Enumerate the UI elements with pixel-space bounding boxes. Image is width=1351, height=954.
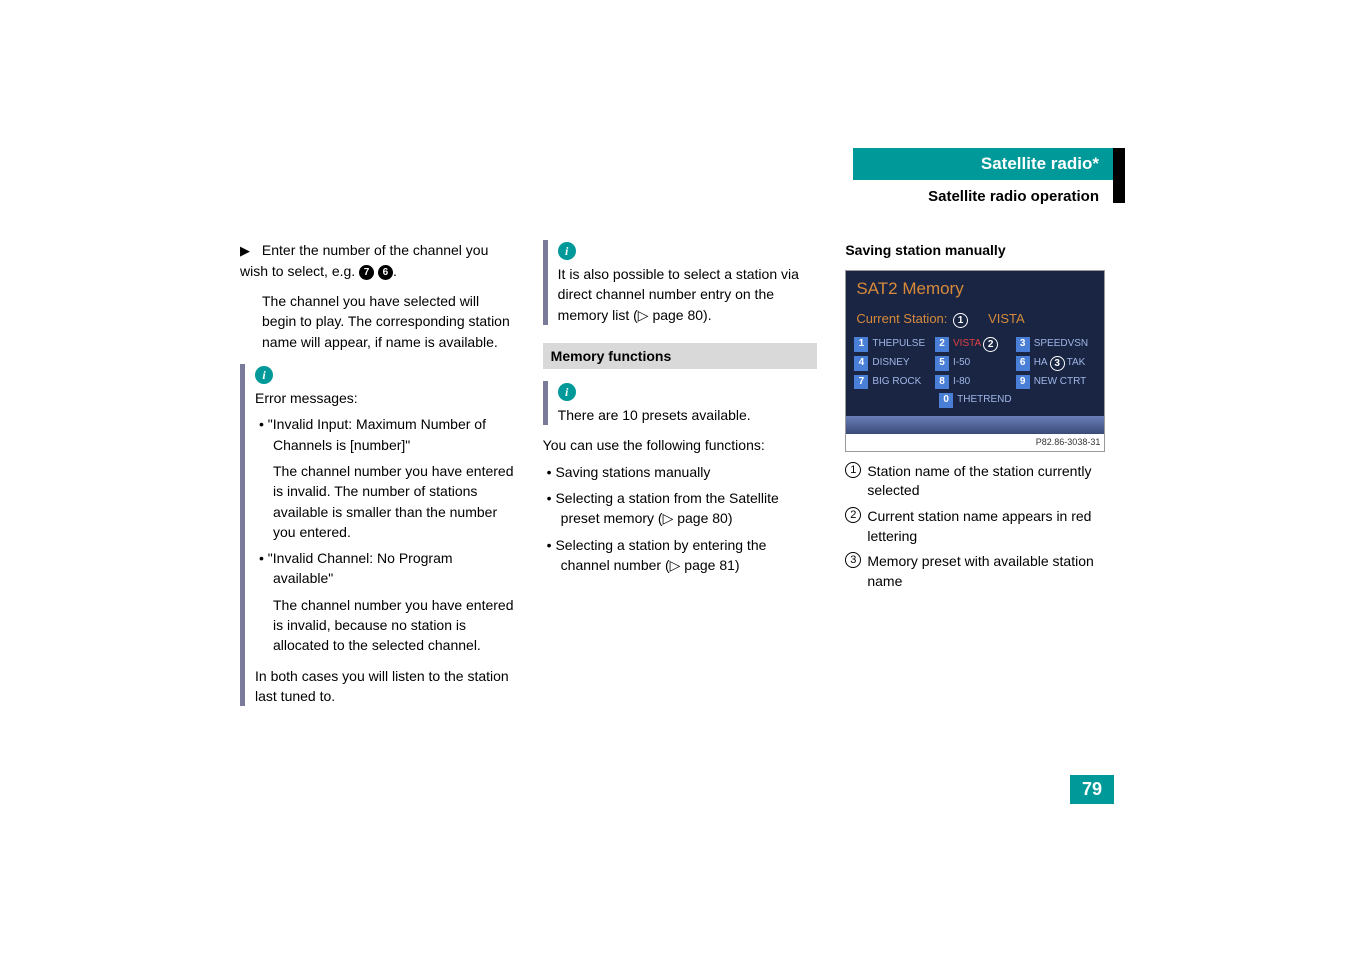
tip-text: It is also possible to select a station … — [558, 264, 818, 325]
preset-number: 5 — [935, 356, 949, 371]
preset-number: 9 — [1016, 375, 1030, 390]
callout-marker: 2 — [983, 337, 998, 352]
function-item: Selecting a station by entering the chan… — [561, 535, 818, 576]
function-item: Selecting a station from the Satellite p… — [561, 488, 818, 529]
preset-number: 3 — [1016, 337, 1030, 352]
shot-title: SAT2 Memory — [846, 271, 1104, 308]
preset-row: 1THEPULSE 2VISTA2 3SPEEDVSN — [854, 335, 1096, 354]
legend-number: 1 — [845, 462, 861, 478]
info-block: i It is also possible to select a statio… — [543, 240, 818, 325]
preset-cell: 9 NEW CTRT — [1016, 373, 1097, 392]
thumb-tab — [1113, 148, 1125, 203]
preset-number: 6 — [1016, 356, 1030, 371]
callout-marker: 3 — [1050, 356, 1065, 371]
step-instruction: ▶ Enter the number of the channel you wi… — [240, 240, 515, 281]
page-number: 79 — [1070, 775, 1114, 804]
device-screenshot: SAT2 Memory Current Station: 1 VISTA 1 TH… — [845, 270, 1105, 452]
preset-number: 8 — [935, 375, 949, 390]
info-icon: i — [558, 242, 576, 260]
intro-text: You can use the following functions: — [543, 435, 818, 455]
step-result: The channel you have selected will begin… — [262, 291, 515, 352]
preset-name: DISNEY — [872, 356, 909, 371]
preset-cell: 8 I-80 — [935, 373, 1016, 392]
page-columns: ▶ Enter the number of the channel you wi… — [240, 240, 1120, 714]
info-block: i There are 10 presets available. — [543, 381, 818, 425]
preset-cell: 6 HA3TAK — [1016, 354, 1097, 373]
figure-legend: 1 Station name of the station currently … — [845, 462, 1120, 592]
legend-text: Station name of the station currently se… — [867, 462, 1120, 501]
legend-item: 2 Current station name appears in red le… — [845, 507, 1120, 546]
tip-text: There are 10 presets available. — [558, 405, 818, 425]
chapter-title: Satellite radio* — [853, 148, 1113, 180]
preset-number: 1 — [854, 337, 868, 352]
preset-name: I-80 — [953, 375, 970, 390]
preset-grid: 1THEPULSE 2VISTA2 3SPEEDVSN 4DISNEY 5I-5… — [846, 335, 1104, 416]
error-footer: In both cases you will listen to the sta… — [255, 666, 515, 707]
preset-number: 2 — [935, 337, 949, 352]
preset-number: 0 — [939, 393, 953, 408]
keypad-digit-icon: 7 — [359, 265, 374, 280]
legend-item: 1 Station name of the station currently … — [845, 462, 1120, 501]
info-icon: i — [558, 383, 576, 401]
preset-name: I-50 — [953, 356, 970, 371]
softkey-bar — [846, 416, 1104, 434]
info-icon: i — [255, 366, 273, 384]
preset-cell: 2VISTA2 — [935, 335, 1016, 354]
section-heading: Memory functions — [543, 343, 818, 369]
legend-number: 3 — [845, 552, 861, 568]
error-item: "Invalid Channel: No Program available" — [273, 548, 515, 589]
preset-name: SPEEDVSN — [1034, 337, 1088, 352]
preset-name: THETREND — [957, 393, 1011, 408]
preset-row: 0 THETREND — [854, 391, 1096, 410]
step-after: . — [393, 263, 397, 279]
preset-name: THEPULSE — [872, 337, 925, 352]
preset-name: NEW CTRT — [1034, 375, 1087, 390]
callout-marker: 1 — [953, 313, 968, 328]
column-3: Saving station manually SAT2 Memory Curr… — [845, 240, 1120, 714]
subsection-heading: Saving station manually — [845, 240, 1120, 260]
legend-text: Current station name appears in red lett… — [867, 507, 1120, 546]
preset-name: VISTA — [953, 337, 981, 352]
current-name: VISTA — [988, 311, 1025, 326]
preset-cell: 5 I-50 — [935, 354, 1016, 373]
preset-cell: 3 SPEEDVSN — [1016, 335, 1097, 354]
preset-name: HA — [1034, 356, 1048, 371]
preset-row: 4 DISNEY 5 I-50 6 HA3TAK — [854, 354, 1096, 373]
error-desc: The channel number you have entered is i… — [273, 461, 515, 542]
current-label: Current Station: — [856, 311, 947, 326]
preset-number: 7 — [854, 375, 868, 390]
preset-name: BIG ROCK — [872, 375, 921, 390]
shot-current-station: Current Station: 1 VISTA — [846, 308, 1104, 335]
keypad-digit-icon: 6 — [378, 265, 393, 280]
preset-cell: 7 BIG ROCK — [854, 373, 935, 392]
figure-caption: P82.86-3038-31 — [846, 434, 1104, 451]
preset-cell: 0 THETREND — [854, 391, 1096, 410]
legend-text: Memory preset with available station nam… — [867, 552, 1120, 591]
legend-number: 2 — [845, 507, 861, 523]
preset-cell: 1 THEPULSE — [854, 335, 935, 354]
chapter-header: Satellite radio* Satellite radio operati… — [853, 148, 1113, 205]
section-title: Satellite radio operation — [853, 180, 1113, 205]
preset-row: 7 BIG ROCK 8 I-80 9 NEW CTRT — [854, 373, 1096, 392]
function-item: Saving stations manually — [561, 462, 818, 482]
preset-name-part: TAK — [1067, 356, 1086, 371]
preset-cell: 4 DISNEY — [854, 354, 935, 373]
column-2: i It is also possible to select a statio… — [543, 240, 818, 714]
error-item: "Invalid Input: Maximum Number of Channe… — [273, 414, 515, 455]
preset-number: 4 — [854, 356, 868, 371]
column-1: ▶ Enter the number of the channel you wi… — [240, 240, 515, 714]
error-desc: The channel number you have entered is i… — [273, 595, 515, 656]
errors-heading: Error messages: — [255, 388, 515, 408]
info-block: i Error messages: "Invalid Input: Maximu… — [240, 364, 515, 706]
legend-item: 3 Memory preset with available station n… — [845, 552, 1120, 591]
step-arrow-icon: ▶ — [240, 243, 250, 258]
